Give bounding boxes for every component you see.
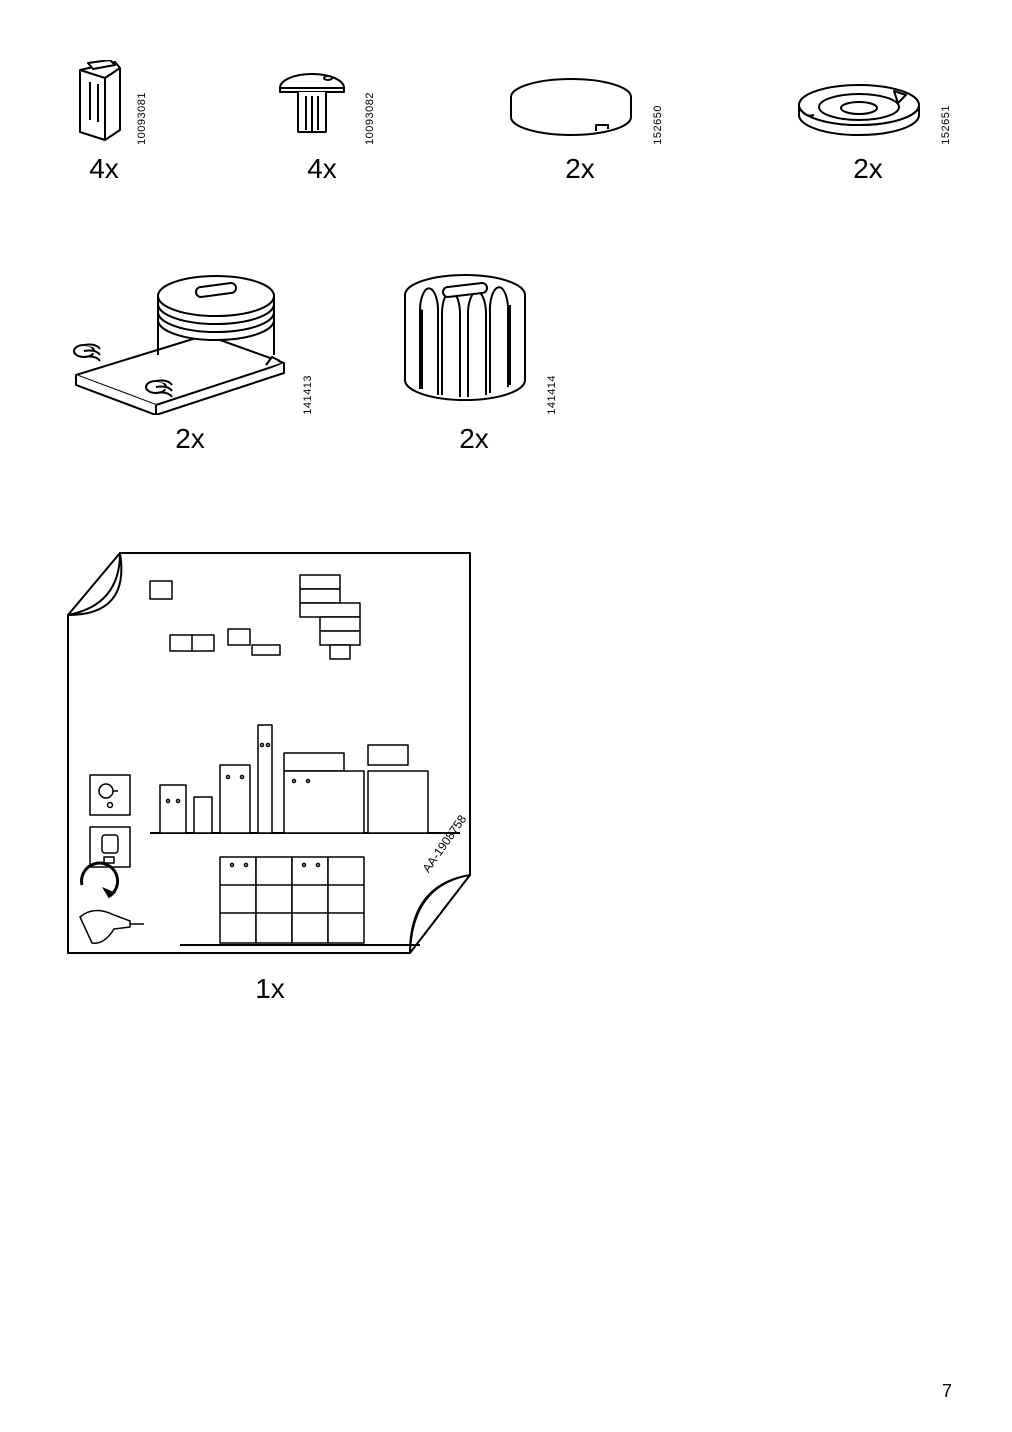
part-141413: 141413 2x <box>60 265 320 455</box>
part-figure: AA-1908758 <box>60 545 480 965</box>
part-figure: 152650 <box>496 75 664 145</box>
part-code-label: 152650 <box>652 101 664 145</box>
part-code-label: 152651 <box>940 101 952 145</box>
part-figure: 152651 <box>784 75 952 145</box>
parts-row-1: 10093081 4x 10093082 <box>60 60 952 185</box>
part-qty: 2x <box>565 153 595 185</box>
flat-cap-icon <box>496 75 646 145</box>
ribbed-knob-icon <box>390 265 540 415</box>
part-10093081: 10093081 4x <box>60 60 148 185</box>
page-number: 7 <box>942 1381 952 1402</box>
part-figure: 10093081 <box>60 60 148 145</box>
instruction-sheet-icon <box>60 545 480 965</box>
bracket-clip-icon <box>60 60 130 145</box>
part-qty: 2x <box>459 423 489 455</box>
part-141414: 141414 2x <box>390 265 558 455</box>
parts-row-2: 141413 2x 141414 <box>60 265 952 455</box>
part-figure: 141413 <box>66 265 314 415</box>
part-152651: 152651 2x <box>784 75 952 185</box>
part-qty: 1x <box>255 973 285 1005</box>
part-figure: 141414 <box>390 265 558 415</box>
part-qty: 2x <box>853 153 883 185</box>
part-code-label: 10093082 <box>364 88 376 145</box>
part-code-label: 141413 <box>302 371 314 415</box>
part-code-label: 10093081 <box>136 88 148 145</box>
half-round-plug-icon <box>268 60 358 145</box>
part-qty: 2x <box>175 423 205 455</box>
part-code-label: 141414 <box>546 371 558 415</box>
ring-base-icon <box>784 75 934 145</box>
part-figure: 10093082 <box>268 60 376 145</box>
part-qty: 4x <box>89 153 119 185</box>
leveling-foot-icon <box>66 265 296 415</box>
part-instruction-sheet: AA-1908758 1x <box>60 545 480 1005</box>
part-10093082: 10093082 4x <box>268 60 376 185</box>
instruction-page: 10093081 4x 10093082 <box>0 0 1012 1432</box>
part-qty: 4x <box>307 153 337 185</box>
parts-row-3: AA-1908758 1x <box>60 545 952 1005</box>
part-152650: 152650 2x <box>496 75 664 185</box>
